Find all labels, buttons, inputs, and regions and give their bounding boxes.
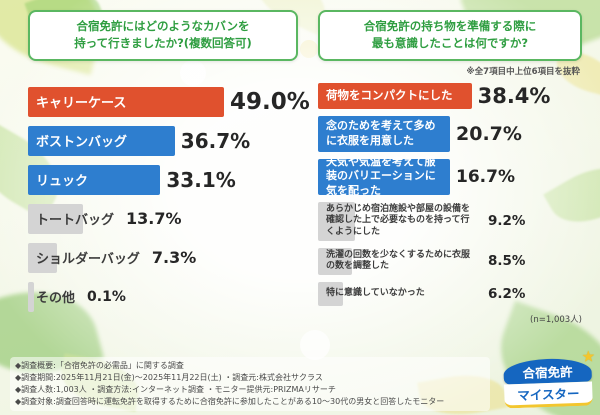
bar: ショルダーバッグ [28, 242, 146, 273]
percentage-value: 8.5% [488, 253, 526, 270]
bar-label: あらかじめ宿泊施設や部屋の設備を確認した上で必要なものを持って行くようにした [326, 203, 471, 237]
bar-row: リュック 33.1% [28, 164, 298, 195]
survey-detail-line: ◆調査人数:1,003人 ・調査方法:インターネット調査 ・モニター提供元:PR… [15, 385, 336, 394]
percentage-value: 0.1% [87, 288, 126, 305]
bar-label: その他 [36, 291, 76, 306]
percentage-value: 7.3% [151, 248, 197, 267]
title-line: 最も意識したことは何ですか? [371, 36, 529, 51]
bar-row: ショルダーバッグ 7.3% [28, 242, 298, 273]
bar-label: 洗濯の回数を少なくするために衣服の数を調整した [326, 249, 471, 272]
title-line: 合宿免許にはどのようなカバンを [76, 19, 250, 33]
bar: ボストンバッグ [28, 125, 175, 156]
bar-label: トートバッグ [36, 213, 115, 228]
bar-row: その他 0.1% [28, 281, 298, 312]
bar-row: ボストンバッグ 36.7% [28, 125, 298, 156]
percentage-value: 13.7% [126, 209, 182, 228]
bar-label: 念のためを考えて多めに衣服を用意した [326, 119, 436, 147]
sample-size: (n=1,003人) [530, 314, 582, 325]
brand-logo: ★ 合宿免許 マイスター [503, 347, 595, 409]
bar-fill [318, 201, 355, 241]
bar: 洗濯の回数を少なくするために衣服の数を調整した [318, 247, 482, 275]
percentage-value: 33.1% [166, 167, 236, 192]
bar-row: キャリーケース 49.0% [28, 86, 310, 117]
survey-details: ◆調査概要:「合宿免許の必需品」に関する調査 ◆調査期間:2025年11月21日… [10, 357, 490, 411]
percentage-value: 49.0% [230, 88, 310, 115]
left-chart: 合宿免許にはどのようなカバンを 持って行きましたか?(複数回答可) キャリーケー… [28, 10, 310, 321]
star-icon: ★ [581, 347, 596, 366]
bar-fill [318, 82, 472, 109]
percentage-value: 20.7% [456, 122, 522, 145]
right-chart: 合宿免許の持ち物を準備する際に 最も意識したことは何ですか? ※全7項目中上位6… [318, 10, 582, 325]
bar-label: 特に意識していなかった [326, 288, 425, 299]
bar-label: リュック [36, 174, 89, 189]
bar: あらかじめ宿泊施設や部屋の設備を確認した上で必要なものを持って行くようにした [318, 201, 482, 241]
survey-detail-line: ◆調査対象:調査回答時に運転免許を取得するために合宿免許に参加したことがある10… [15, 397, 445, 406]
bar-row: 念のためを考えて多めに衣服を用意した 20.7% [318, 115, 582, 152]
bar-fill [28, 86, 224, 117]
percentage-value: 16.7% [456, 166, 515, 187]
bar-fill [318, 281, 343, 306]
left-chart-bars: キャリーケース 49.0% ボストンバッグ 36.7% リュック 33.1% ト… [28, 86, 310, 312]
percentage-value: 9.2% [488, 213, 526, 230]
bar-row: 天気や気温を考えて服装のバリエーションに気を配った 16.7% [318, 155, 582, 197]
survey-detail-line: ◆調査概要:「合宿免許の必需品」に関する調査 [15, 361, 184, 370]
bar-fill [28, 281, 34, 312]
chart-note: ※全7項目中上位6項目を抜粋 [466, 66, 580, 77]
title-line: 合宿免許の持ち物を準備する際に [363, 19, 537, 33]
percentage-value: 36.7% [180, 128, 251, 153]
bar-fill [28, 242, 58, 273]
survey-detail-line: ◆調査期間:2025年11月21日(金)〜2025年11月22日(土) ・調査元… [15, 373, 323, 382]
bar-fill [28, 125, 175, 156]
right-chart-bars: 荷物をコンパクトにした 38.4% 念のためを考えて多めに衣服を用意した 20.… [318, 82, 582, 306]
percentage-value: 38.4% [477, 83, 551, 108]
left-chart-title: 合宿免許にはどのようなカバンを 持って行きましたか?(複数回答可) [28, 10, 298, 61]
percentage-value: 6.2% [488, 285, 526, 302]
logo-text-bottom: マイスター [504, 381, 593, 409]
bar-fill [318, 247, 352, 275]
bar-label: ショルダーバッグ [36, 252, 140, 267]
bar: 荷物をコンパクトにした [318, 82, 472, 109]
title-line: 持って行きましたか?(複数回答可) [74, 36, 252, 51]
bar-fill [318, 115, 450, 152]
bar-label: 荷物をコンパクトにした [326, 88, 453, 103]
bar: その他 [28, 281, 81, 312]
bar-label: ボストンバッグ [36, 135, 128, 150]
logo-text-top: 合宿免許 [503, 357, 592, 385]
bar-row: トートバッグ 13.7% [28, 203, 298, 234]
bar: 念のためを考えて多めに衣服を用意した [318, 115, 450, 152]
bar: キャリーケース [28, 86, 224, 117]
bar-label: 天気や気温を考えて服装のバリエーションに気を配った [326, 155, 436, 197]
bar-fill [28, 203, 83, 234]
bar: 天気や気温を考えて服装のバリエーションに気を配った [318, 155, 450, 197]
bar: 特に意識していなかった [318, 281, 482, 306]
right-chart-title: 合宿免許の持ち物を準備する際に 最も意識したことは何ですか? [318, 10, 582, 61]
bar-fill [318, 158, 450, 195]
bar: リュック [28, 164, 161, 195]
bar-row: 特に意識していなかった 6.2% [318, 281, 582, 306]
bar-label: キャリーケース [36, 96, 127, 111]
bar-row: 洗濯の回数を少なくするために衣服の数を調整した 8.5% [318, 247, 582, 275]
bar-fill [28, 164, 161, 195]
bar-row: 荷物をコンパクトにした 38.4% [318, 82, 582, 109]
bar: トートバッグ [28, 203, 120, 234]
bar-row: あらかじめ宿泊施設や部屋の設備を確認した上で必要なものを持って行くようにした 9… [318, 201, 582, 241]
